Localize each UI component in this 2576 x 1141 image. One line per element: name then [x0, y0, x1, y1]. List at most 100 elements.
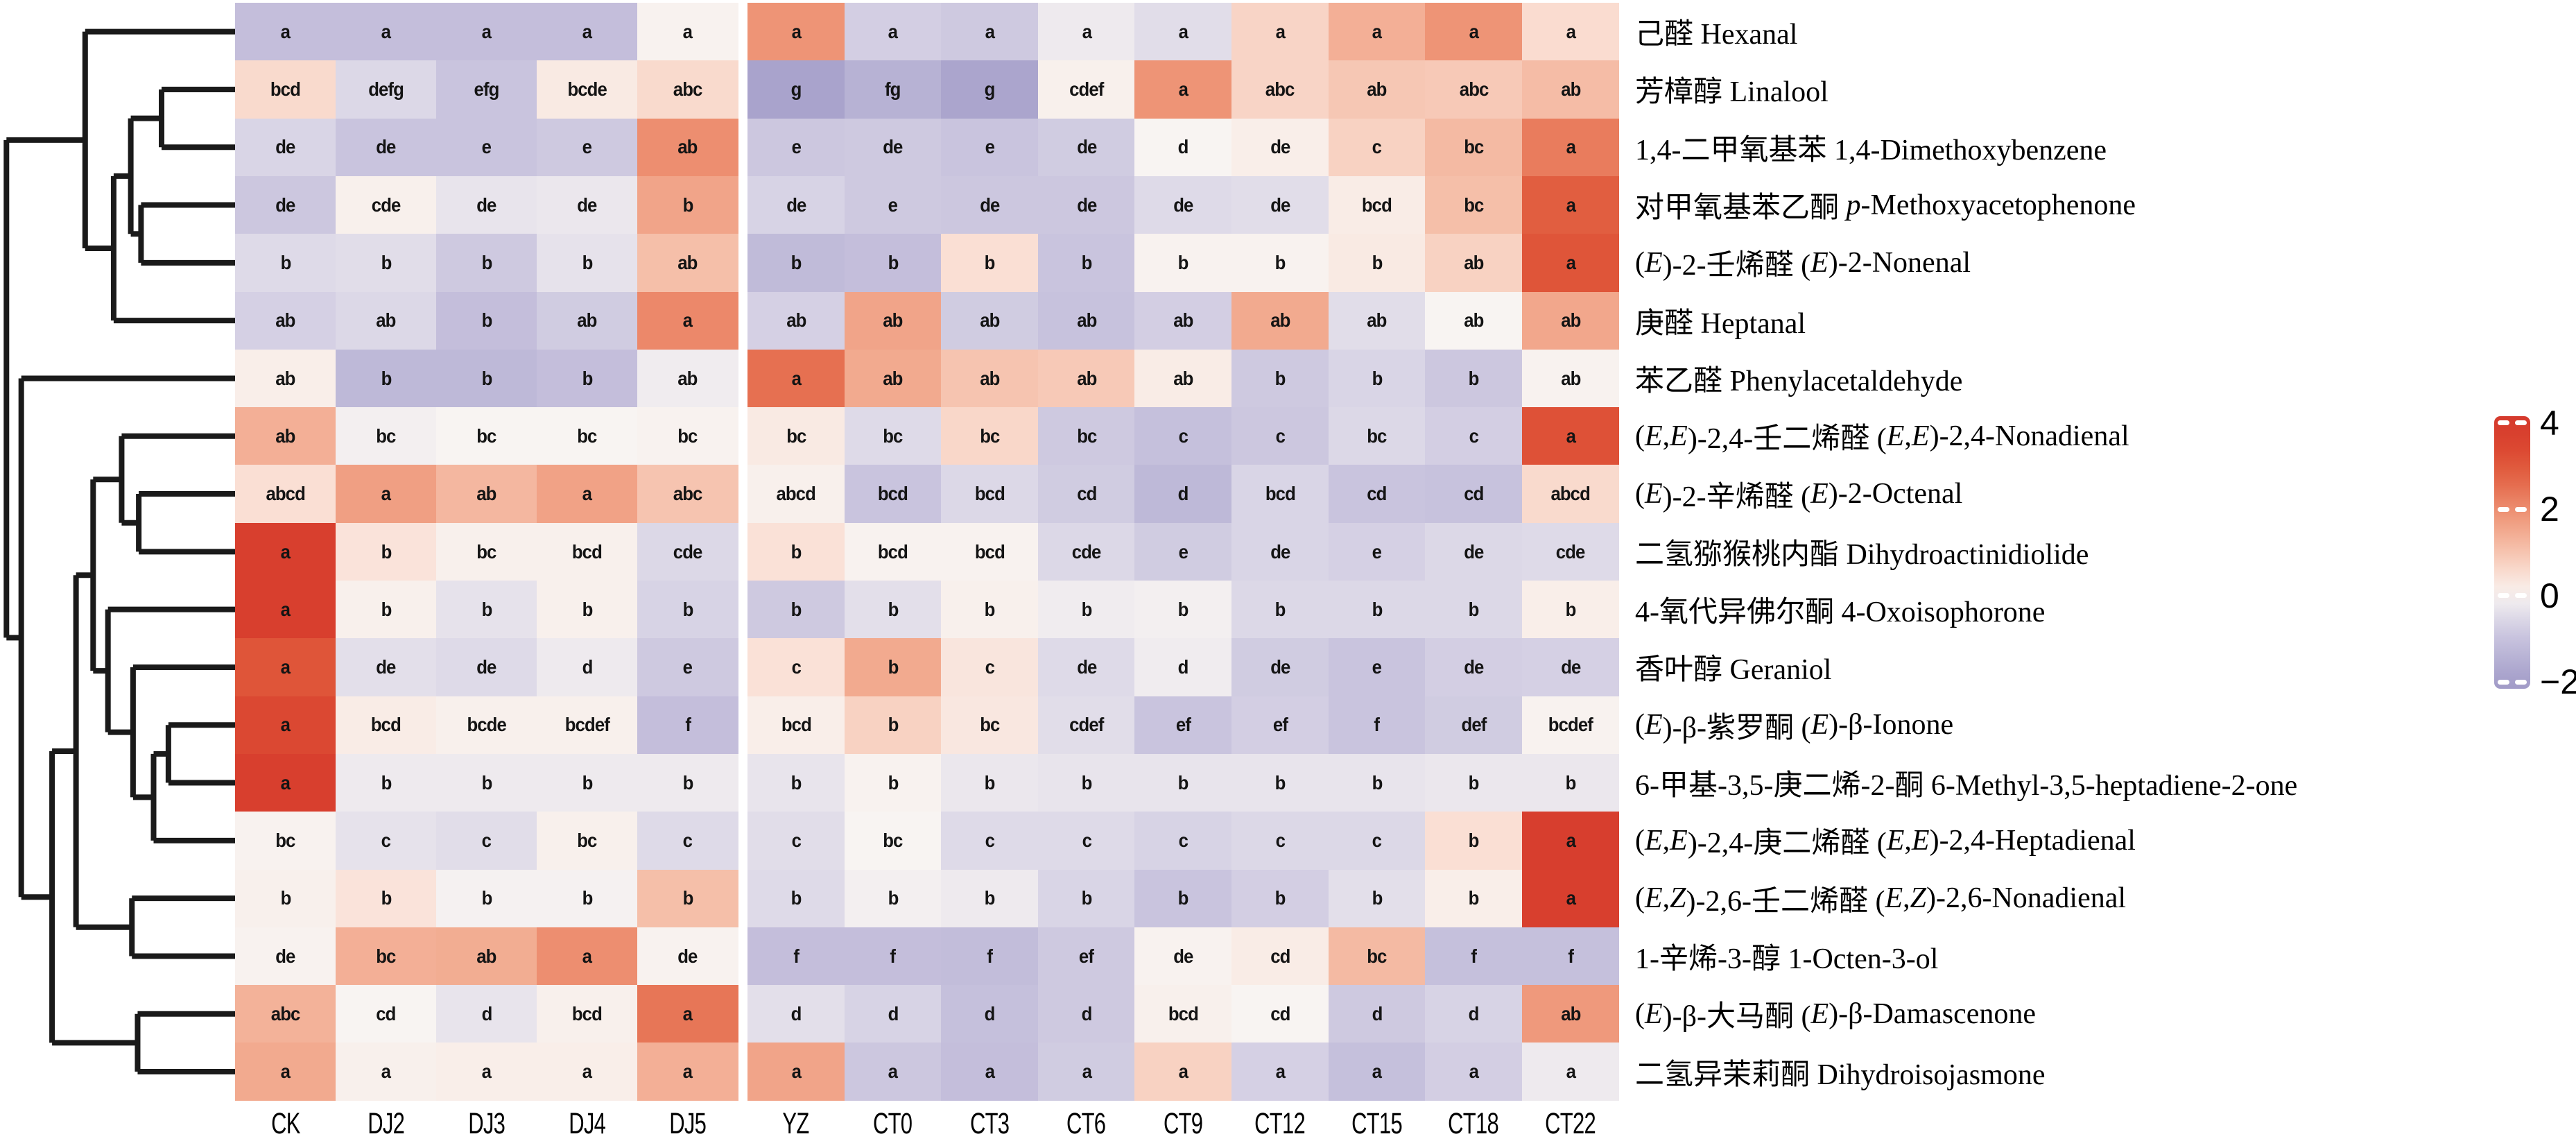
heatmap-cell: g: [747, 60, 845, 119]
heatmap-cell: cde: [1037, 522, 1135, 581]
heatmap-cell: b: [844, 234, 942, 292]
significance-letter: bc: [476, 540, 497, 563]
significance-letter: a: [683, 309, 693, 332]
heatmap-cell: ab: [637, 349, 738, 408]
heatmap-cell: ab: [1425, 291, 1523, 350]
heatmap-cell: de: [436, 175, 537, 234]
significance-letter: ab: [980, 309, 1000, 332]
row-label: 二氢猕猴桃内酯 Dihydroactinidiolide: [1635, 538, 2089, 571]
heatmap-cell: bcd: [537, 985, 638, 1043]
heatmap-cell: b: [1328, 234, 1426, 292]
heatmap-cell: b: [1231, 581, 1329, 639]
significance-letter: a: [582, 20, 592, 42]
significance-letter: ab: [275, 367, 296, 389]
heatmap-cell: a: [844, 1043, 942, 1101]
significance-letter: b: [582, 252, 593, 274]
heatmap-cell: b: [1425, 753, 1523, 812]
colorbar-tick-dash: [2515, 420, 2527, 426]
significance-letter: e: [1372, 540, 1382, 563]
heatmap-cell: c: [1231, 812, 1329, 870]
significance-letter: ab: [1173, 309, 1193, 332]
heatmap-cell: de: [1231, 522, 1329, 581]
heatmap-cell: abc: [637, 465, 738, 524]
significance-letter: a: [1372, 1061, 1382, 1083]
heatmap-cell: bc: [1328, 927, 1426, 986]
heatmap-cell: abcd: [747, 465, 845, 524]
significance-letter: c: [1275, 830, 1285, 852]
significance-letter: c: [1372, 830, 1382, 852]
heatmap-cell: a: [1425, 3, 1523, 61]
heatmap-cell: bcd: [941, 465, 1039, 524]
heatmap-cell: b: [844, 696, 942, 755]
significance-letter: d: [1178, 656, 1189, 678]
heatmap-cell: cd: [1037, 465, 1135, 524]
heatmap-cell: e: [747, 118, 845, 177]
heatmap-cell: b: [1231, 349, 1329, 408]
heatmap-cell: de: [637, 927, 738, 986]
significance-letter: bc: [577, 830, 598, 852]
heatmap-cell: b: [1328, 869, 1426, 928]
heatmap-cell: de: [844, 118, 942, 177]
significance-letter: a: [281, 540, 291, 563]
heatmap-cell: b: [1328, 581, 1426, 639]
row-label: 庚醛 Heptanal: [1635, 307, 1806, 340]
heatmap-cell: cd: [1231, 927, 1329, 986]
colorbar-tick-dash: [2515, 593, 2527, 599]
significance-letter: de: [376, 136, 397, 158]
significance-letter: ab: [883, 309, 904, 332]
significance-letter: a: [1275, 1061, 1285, 1083]
significance-letter: b: [1081, 887, 1092, 909]
row-label: 己醛 Hexanal: [1635, 19, 1798, 51]
heatmap-cell: bcde: [537, 60, 638, 119]
significance-letter: b: [1178, 598, 1189, 620]
significance-letter: f: [793, 945, 799, 967]
dendrogram-lines: [3, 28, 236, 1075]
significance-letter: ab: [1464, 252, 1484, 274]
significance-letter: a: [1275, 20, 1285, 42]
significance-letter: cd: [1076, 483, 1097, 505]
significance-letter: de: [577, 194, 598, 216]
significance-letter: efg: [474, 78, 500, 101]
significance-letter: bcde: [567, 78, 607, 101]
significance-letter: abcd: [1550, 483, 1591, 505]
heatmap-cell: de: [537, 175, 638, 234]
significance-letter: b: [1274, 771, 1286, 793]
significance-letter: abc: [1265, 78, 1295, 101]
significance-letter: de: [1173, 194, 1193, 216]
significance-letter: c: [482, 830, 492, 852]
significance-letter: ab: [476, 483, 497, 505]
heatmap-cell: ab: [941, 291, 1039, 350]
heatmap-cell: ab: [235, 349, 336, 408]
row-dendrogram: [3, 28, 236, 1075]
significance-letter: de: [1560, 656, 1581, 678]
significance-letter: b: [1274, 367, 1286, 389]
significance-letter: b: [1565, 598, 1576, 620]
row-label: 6-甲基-3,5-庚二烯-2-酮 6-Methyl-3,5-heptadiene…: [1635, 770, 2298, 803]
heatmap-cell: ab: [637, 118, 738, 177]
row-label: 1,4-二甲氧基苯 1,4-Dimethoxybenzene: [1635, 134, 2107, 166]
heatmap-cell: cd: [1328, 465, 1426, 524]
significance-letter: c: [1082, 830, 1091, 852]
heatmap-cell: b: [537, 753, 638, 812]
significance-letter: bc: [275, 830, 296, 852]
column-label: CT0: [873, 1107, 913, 1140]
significance-letter: b: [280, 887, 291, 909]
heatmap-cell: b: [436, 291, 537, 350]
heatmap-cell: f: [844, 927, 942, 986]
significance-letter: cdef: [1069, 714, 1104, 736]
significance-letter: b: [682, 598, 693, 620]
significance-letter: bc: [376, 945, 397, 967]
significance-letter: bcd: [974, 540, 1005, 563]
significance-letter: bc: [883, 424, 904, 447]
heatmap-cell: ab: [1521, 349, 1619, 408]
colorbar-tick-dash: [2498, 420, 2509, 426]
heatmap-cell: bc: [336, 927, 437, 986]
heatmap-cell: b: [1425, 349, 1523, 408]
significance-letter: bc: [786, 424, 806, 447]
significance-letter: de: [1464, 540, 1484, 563]
significance-letter: b: [381, 598, 392, 620]
significance-letter: bcd: [371, 714, 401, 736]
heatmap-cell: b: [1425, 869, 1523, 928]
heatmap-cell: b: [336, 753, 437, 812]
heatmap-cell: b: [844, 581, 942, 639]
